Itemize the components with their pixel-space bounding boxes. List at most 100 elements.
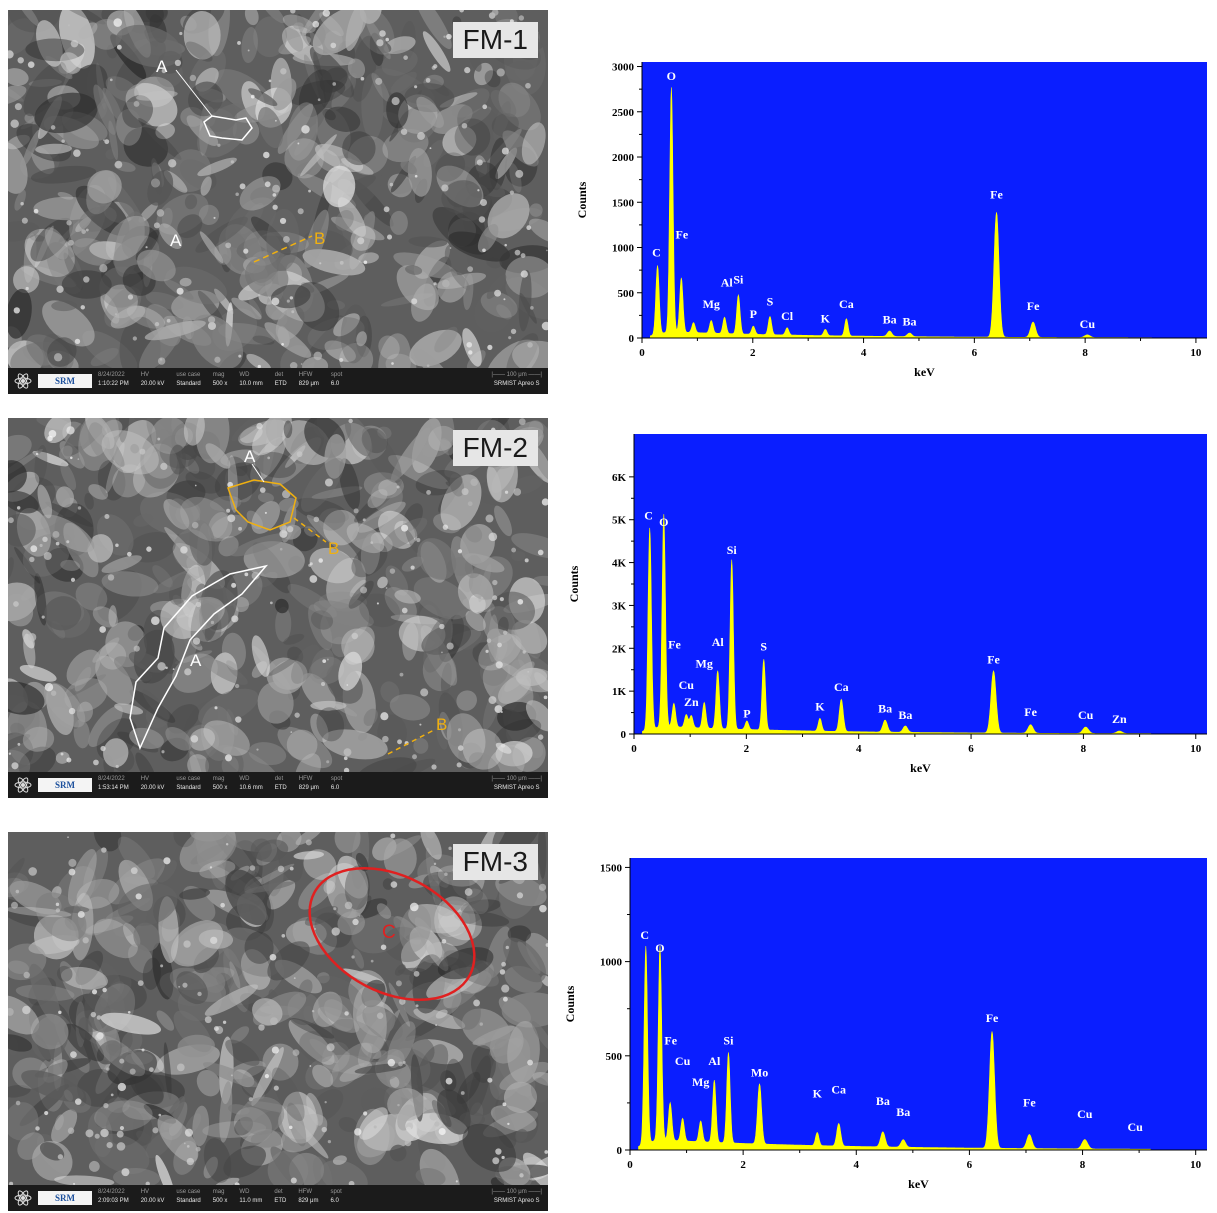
info-field-key: HFW	[298, 1189, 312, 1195]
info-field-value: 6.0	[330, 1198, 339, 1204]
info-field-key: use case	[176, 776, 201, 782]
info-field-key: det	[274, 372, 284, 378]
x-tick-label: 0	[631, 743, 637, 755]
peak-label: Mg	[703, 297, 720, 311]
info-field: det ETD	[274, 1188, 286, 1206]
peak-label: Ba	[883, 313, 897, 327]
info-field-key: use case	[176, 1189, 201, 1195]
y-tick-label: 0	[629, 333, 635, 345]
info-field-key: mag	[212, 776, 225, 782]
y-tick-label: 1000	[612, 243, 635, 255]
info-field: use case Standard	[176, 775, 200, 793]
x-tick-label: 6	[968, 743, 974, 755]
info-field: mag 500 x	[213, 1188, 228, 1206]
scale-bar: |—— 100 μm ——| SRMIST Apreo S	[491, 775, 542, 793]
info-field: WD 10.0 mm	[239, 371, 262, 389]
eds-chart-svg: 0 1K 2K 3K 4K 5K 6K 0 2 4 6 8 10 keV Counts C O Fe Cu Zn Mg A…	[567, 434, 1207, 775]
info-field: det ETD	[275, 775, 287, 793]
region-ellipse-c	[308, 866, 476, 1002]
spectrum-series	[642, 514, 1152, 735]
sem-image-fm-3: C FM-3 SRM 8/24/2022 2:09:03 PM HV 20.00 kV…	[8, 832, 548, 1211]
info-field-value: 6.0	[330, 785, 340, 791]
y-tick-label: 500	[618, 288, 635, 300]
info-field: 8/24/2022 1:53:14 PM	[98, 775, 129, 793]
marker-c: C	[382, 922, 396, 943]
x-tick-label: 4	[856, 743, 862, 755]
region-outline-a	[129, 564, 269, 751]
peak-label: Fe	[1024, 705, 1037, 719]
atom-logo-icon	[14, 373, 32, 389]
region-outline-a	[203, 115, 253, 141]
peak-label: K	[821, 312, 831, 326]
info-field-value: Standard	[176, 785, 201, 791]
peak-label: O	[655, 941, 664, 955]
peak-label: Cu	[675, 1054, 691, 1068]
eds-spectrum-fm-2: 0 1K 2K 3K 4K 5K 6K 0 2 4 6 8 10 keV Counts C O Fe Cu Zn Mg A…	[562, 424, 1217, 794]
info-field-value: ETD	[274, 381, 287, 387]
peak-label: S	[767, 294, 774, 308]
x-tick-label: 8	[1082, 347, 1088, 359]
info-field: mag 500 x	[213, 371, 228, 389]
x-tick-label: 10	[1190, 743, 1202, 755]
x-tick-label: 2	[750, 347, 756, 359]
peak-label: Fe	[1027, 299, 1040, 313]
y-tick-label: 3000	[612, 62, 635, 74]
info-field-key: WD	[239, 1189, 250, 1195]
info-field-value: 20.00 kV	[140, 785, 165, 791]
atom-logo-icon	[14, 777, 32, 793]
sem-micrograph-texture	[8, 418, 548, 798]
sem-annotations: A A B	[156, 57, 325, 263]
plot-area	[634, 434, 1207, 734]
sem-image-fm-1: A A B FM-1 SRM 8/24/2022 1:10:22 PM HV 20.0…	[8, 10, 548, 394]
info-field-value: 10.0 mm	[239, 381, 263, 387]
instrument-name: SRMIST Apreo S	[493, 785, 540, 791]
info-field-value: 500 x	[212, 381, 228, 387]
peak-label: Cu	[1078, 708, 1094, 722]
info-field-key: HV	[140, 776, 150, 782]
atom-logo-icon	[14, 1190, 32, 1206]
x-tick-label: 0	[627, 1159, 633, 1171]
peak-label: Mg	[696, 657, 713, 671]
info-field-value: 11.0 mm	[239, 1198, 263, 1204]
peak-label: Zn	[684, 695, 699, 709]
peak-label: Al	[708, 1054, 721, 1068]
peak-label: Cu	[1127, 1120, 1143, 1134]
info-field-value: 1:10:22 PM	[98, 381, 129, 387]
info-field-value: 10.6 mm	[239, 785, 263, 791]
peak-label: Mo	[751, 1066, 768, 1080]
y-tick-label: 1500	[600, 862, 623, 874]
x-tick-label: 10	[1190, 1159, 1202, 1171]
peak-label: S	[760, 639, 767, 653]
info-field-value: Standard	[176, 1198, 201, 1204]
scale-bar-label: |—— 100 μm ——|	[491, 372, 542, 378]
marker-b-2: B	[436, 715, 447, 734]
info-field-key: HFW	[298, 776, 313, 782]
info-field-value: 500 x	[212, 1198, 228, 1204]
peak-label: C	[652, 246, 661, 260]
peak-label: Fe	[676, 227, 689, 241]
y-axis-label: Counts	[563, 985, 577, 1022]
eds-spectrum-fm-1: 0 500 1000 1500 2000 2500 3000 0 2 4 6 8 10 keV Counts…	[562, 44, 1217, 394]
instrument-name: SRMIST Apreo S	[493, 1198, 540, 1204]
y-tick-label: 2000	[612, 152, 635, 164]
marker-a-2: A	[190, 651, 202, 670]
x-tick-label: 6	[967, 1159, 973, 1171]
info-fields: 8/24/2022 1:10:22 PM HV 20.00 kV use case Sta…	[98, 371, 542, 391]
y-tick-label: 2K	[612, 643, 627, 655]
peak-label: C	[644, 509, 653, 523]
info-field-key: mag	[212, 372, 225, 378]
info-field-key: det	[274, 776, 284, 782]
y-tick-label: 3K	[612, 600, 627, 612]
region-outline-b	[227, 479, 297, 531]
info-field: 8/24/2022 1:10:22 PM	[98, 371, 129, 389]
sample-label: FM-2	[452, 430, 538, 466]
srm-logo: SRM	[38, 1191, 92, 1205]
peak-label: Ba	[903, 314, 917, 328]
peak-label: Fe	[986, 1011, 999, 1025]
info-field: HV 20.00 kV	[141, 371, 165, 389]
sem-image-fm-2: A B A B FM-2 SRM 8/24/2022 1:53:14 PM HV 20…	[8, 418, 548, 798]
peak-label: Ba	[898, 708, 912, 722]
info-field: HV 20.00 kV	[141, 775, 165, 793]
x-tick-label: 2	[740, 1159, 746, 1171]
